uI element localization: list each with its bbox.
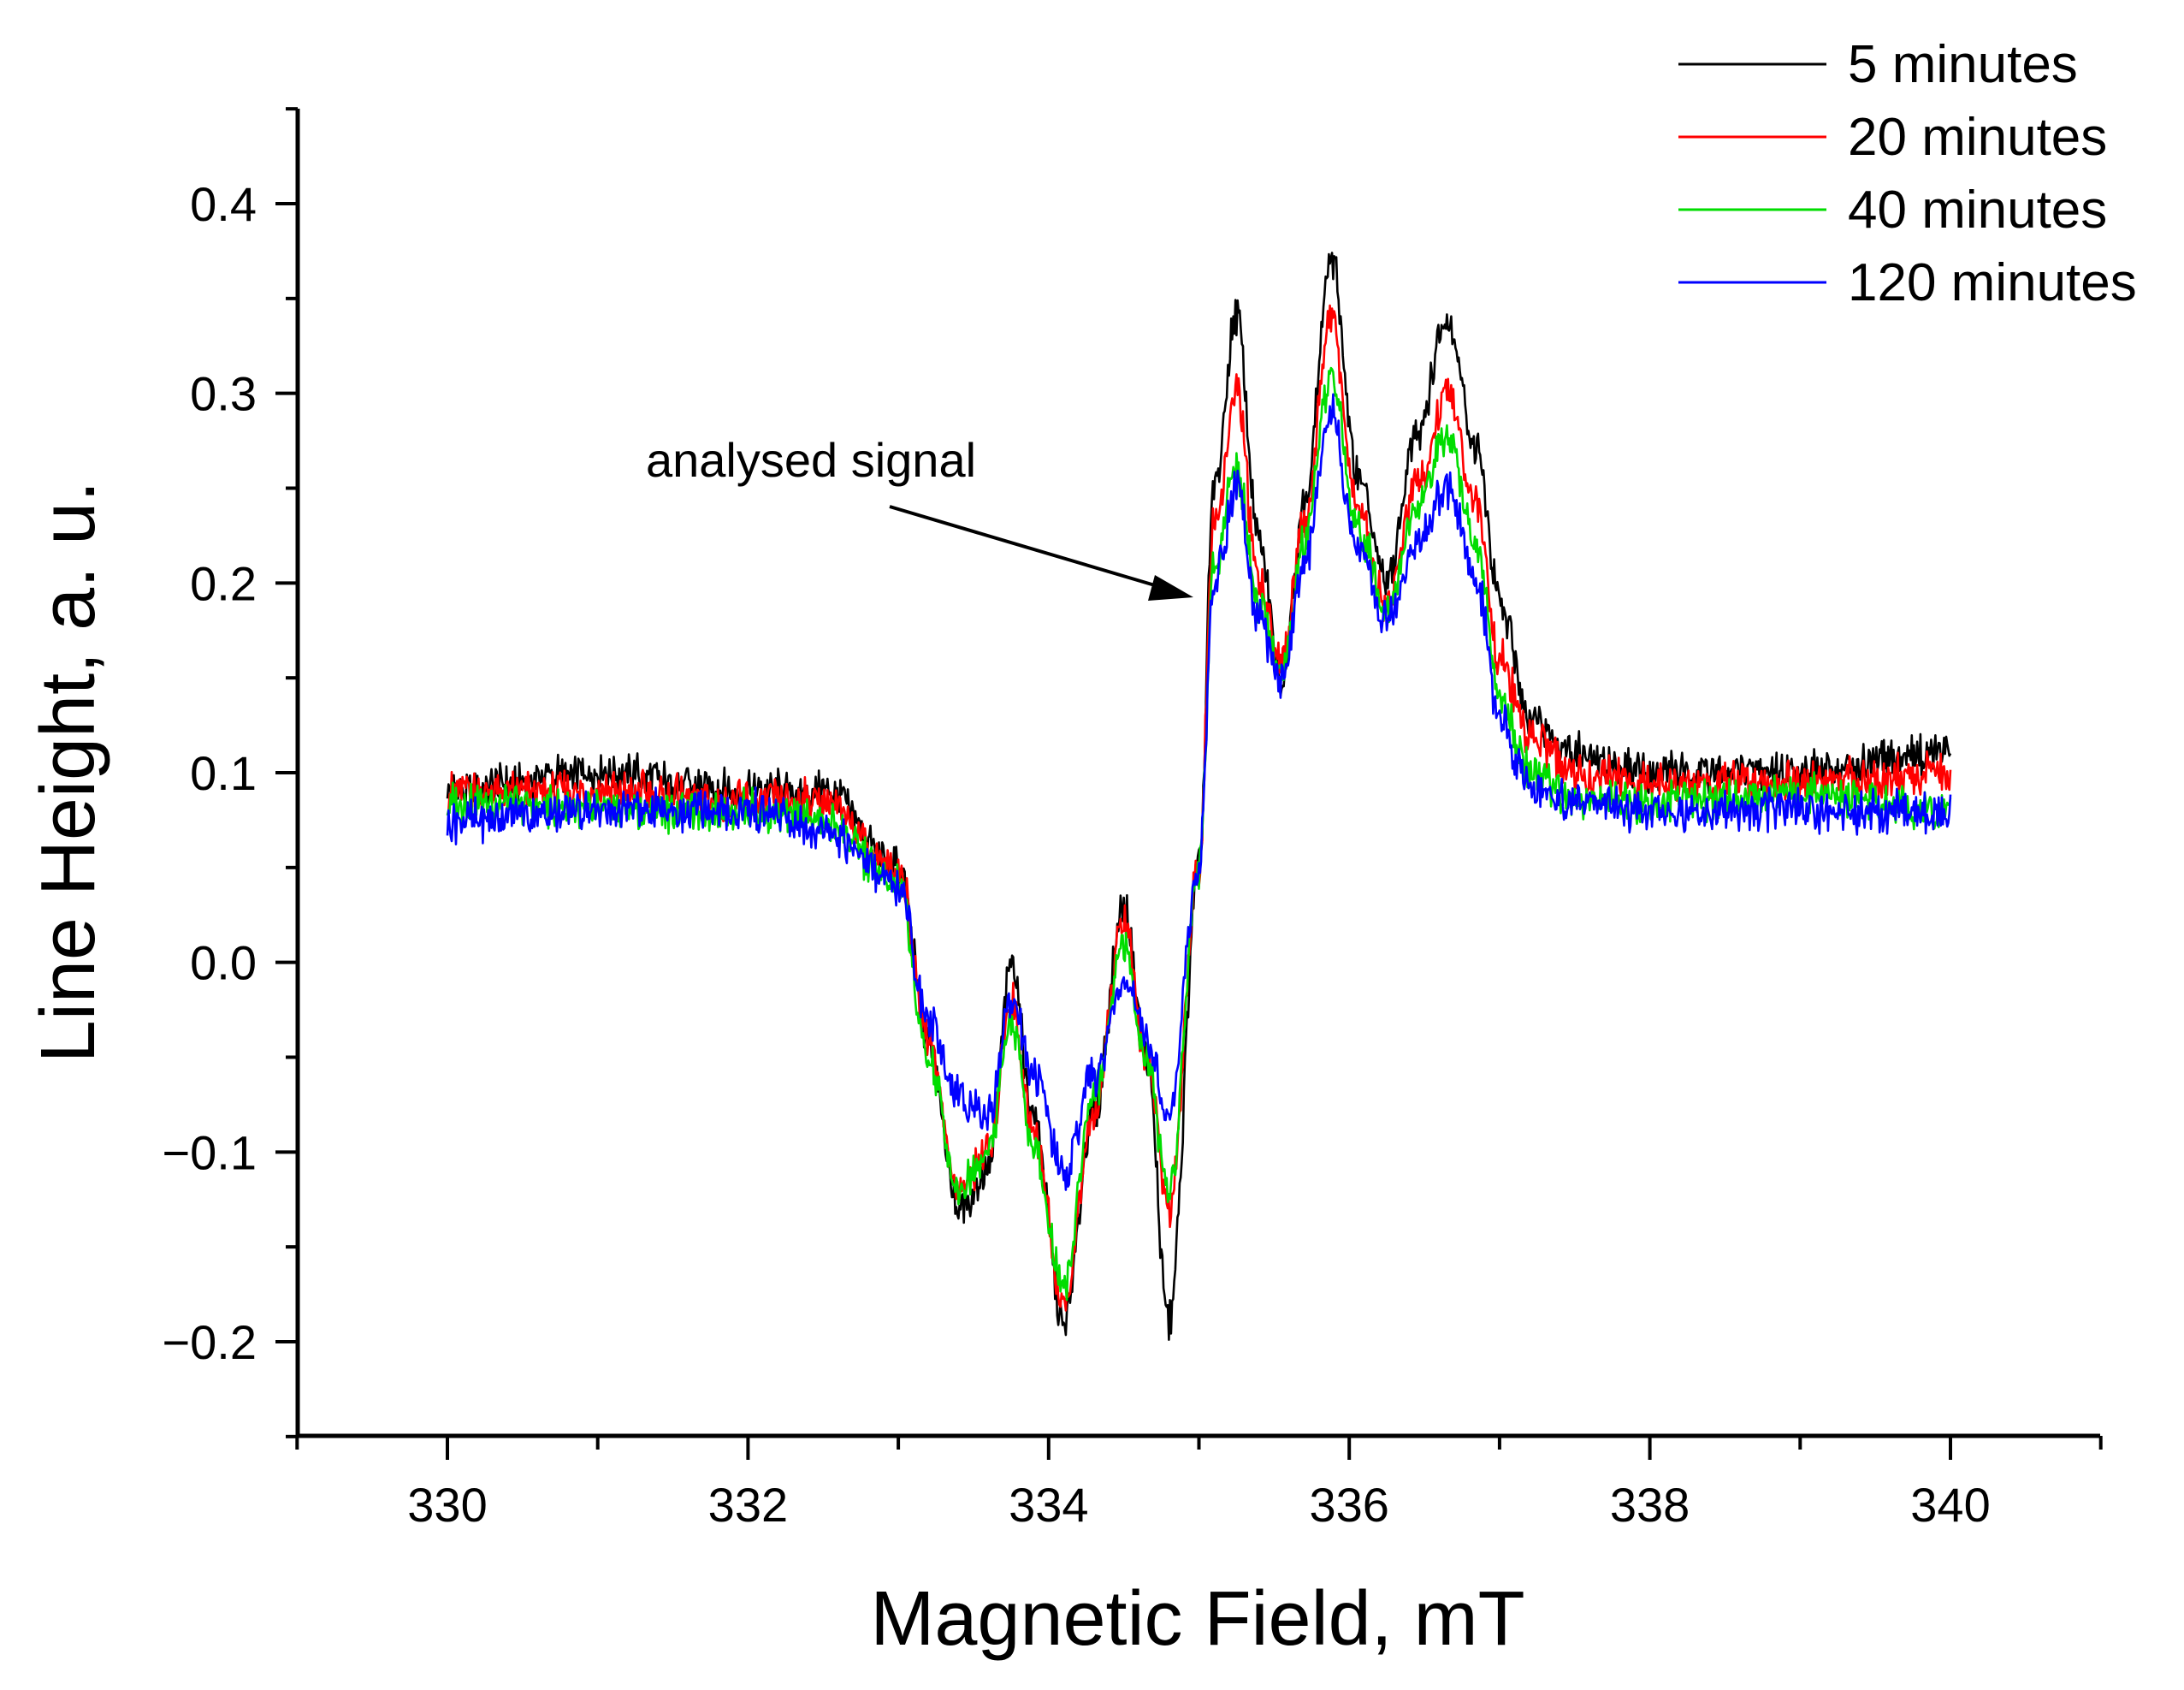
x-tick-label: 336 xyxy=(1309,1478,1388,1532)
x-axis-title: Magnetic Field, mT xyxy=(870,1576,1524,1662)
y-axis-ticks: −0.2 −0.1 0.0 0.1 0.2 0.3 0.4 xyxy=(162,107,298,1438)
y-axis-title: Line Height, a. u. xyxy=(26,481,111,1063)
x-tick-label: 338 xyxy=(1610,1478,1690,1532)
y-tick-label: −0.1 xyxy=(162,1125,257,1179)
series-line-120-minutes xyxy=(446,393,1952,1191)
series-line-40-minutes xyxy=(446,366,1952,1302)
y-tick-label: 0.1 xyxy=(190,746,257,800)
series-layer xyxy=(446,252,1952,1341)
y-tick-label: 0.0 xyxy=(190,936,257,990)
x-tick-label: 332 xyxy=(708,1478,788,1532)
legend: 5 minutes 20 minutes 40 minutes 120 minutes xyxy=(1678,35,2137,312)
x-tick-label: 330 xyxy=(407,1478,487,1532)
legend-label: 5 minutes xyxy=(1848,35,2078,94)
y-tick-label: 0.3 xyxy=(190,367,257,421)
x-tick-label: 334 xyxy=(1009,1478,1088,1532)
annotation-arrow xyxy=(889,505,1164,590)
annotation-text: analysed signal xyxy=(646,433,976,487)
y-tick-label: 0.4 xyxy=(190,177,257,231)
x-tick-label: 340 xyxy=(1910,1478,1990,1532)
y-tick-label: 0.2 xyxy=(190,556,257,610)
legend-label: 20 minutes xyxy=(1848,108,2107,167)
legend-label: 120 minutes xyxy=(1848,253,2137,312)
x-axis-ticks: 330 332 334 336 338 340 xyxy=(295,1436,2103,1532)
annotation: analysed signal xyxy=(646,433,1193,601)
annotation-arrowhead xyxy=(1148,575,1193,601)
legend-label: 40 minutes xyxy=(1848,181,2107,240)
y-tick-label: −0.2 xyxy=(162,1315,257,1369)
